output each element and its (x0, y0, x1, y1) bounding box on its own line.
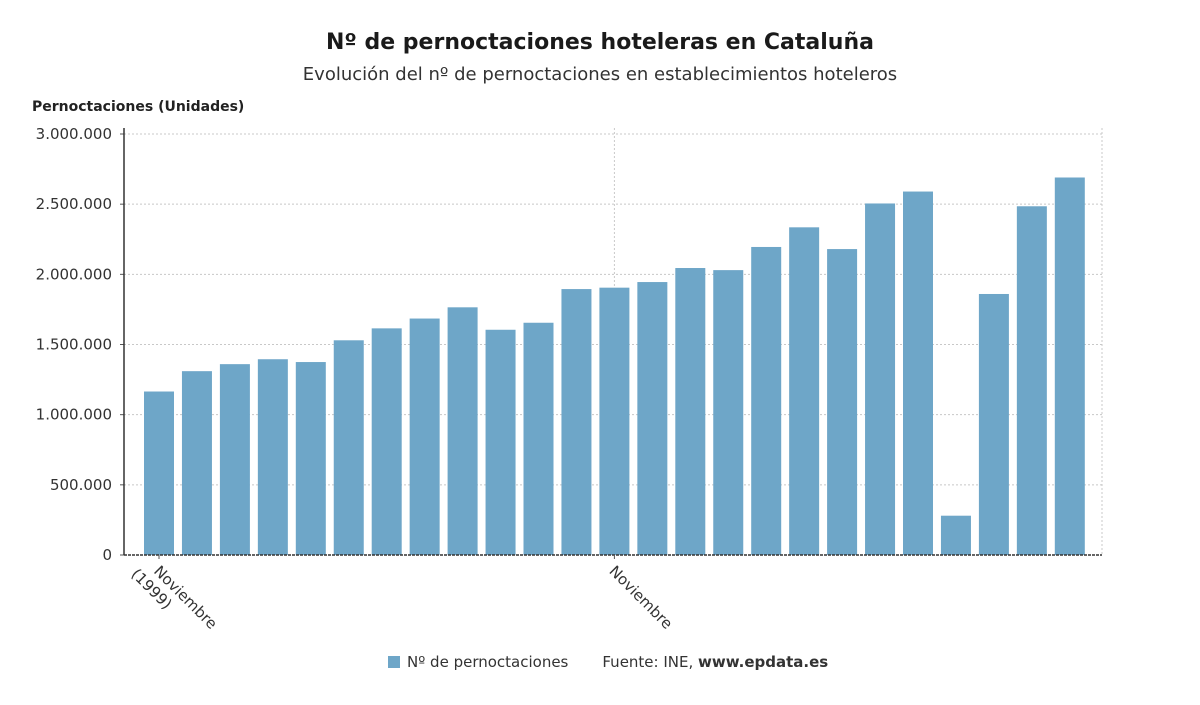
bar (637, 282, 668, 555)
bar (523, 322, 554, 555)
y-tick-label: 1.500.000 (36, 336, 112, 354)
legend-swatch (388, 656, 400, 668)
y-tick-label: 2.500.000 (36, 195, 112, 213)
bar (789, 227, 820, 556)
x-tick-labels: Noviembre(1999) Noviembre (128, 552, 677, 645)
bar (978, 293, 1009, 555)
bar (371, 328, 402, 555)
x-tick-label: Noviembre(1999) (128, 552, 221, 645)
bar (561, 289, 592, 555)
axes (120, 128, 1102, 559)
bar (1054, 177, 1085, 555)
bar (675, 268, 706, 555)
y-axis-label: Pernoctaciones (Unidades) (32, 99, 245, 115)
y-tick-labels: 0 500.000 1.000.000 1.500.000 2.000.000 2.500… (36, 125, 112, 564)
bar (1016, 206, 1047, 555)
y-tick-label: 3.000.000 (36, 125, 112, 143)
bar (144, 391, 174, 555)
bar (599, 287, 630, 555)
legend: Nº de pernoctaciones Fuente: INE, www.ep… (388, 653, 828, 671)
source-note: Fuente: INE, www.epdata.es (602, 653, 828, 671)
y-tick-label: 0 (102, 546, 112, 564)
source-site: www.epdata.es (698, 653, 829, 671)
x-tick-label: Noviembre (606, 562, 677, 633)
bar (751, 246, 782, 556)
bar (295, 362, 326, 555)
y-tick-label: 2.000.000 (36, 265, 112, 283)
chart-subtitle: Evolución del nº de pernoctaciones en es… (302, 64, 898, 85)
x-tick-label-line: Noviembre (606, 562, 677, 633)
bar (865, 203, 896, 555)
bar (827, 249, 858, 555)
bar (713, 270, 744, 555)
bars (144, 177, 1085, 556)
legend-label: Nº de pernoctaciones (407, 653, 569, 671)
bar (257, 359, 288, 555)
source-prefix: Fuente: INE, (602, 653, 699, 671)
bar (409, 318, 440, 555)
bar (485, 329, 516, 555)
bar (333, 340, 364, 555)
bar (903, 191, 933, 555)
bar (447, 307, 478, 555)
bar (181, 371, 212, 555)
y-tick-label: 500.000 (50, 476, 112, 494)
chart-title: Nº de pernoctaciones hoteleras en Catalu… (326, 30, 874, 55)
y-tick-label: 1.000.000 (36, 406, 112, 424)
bar (219, 364, 250, 555)
bar (940, 515, 971, 555)
